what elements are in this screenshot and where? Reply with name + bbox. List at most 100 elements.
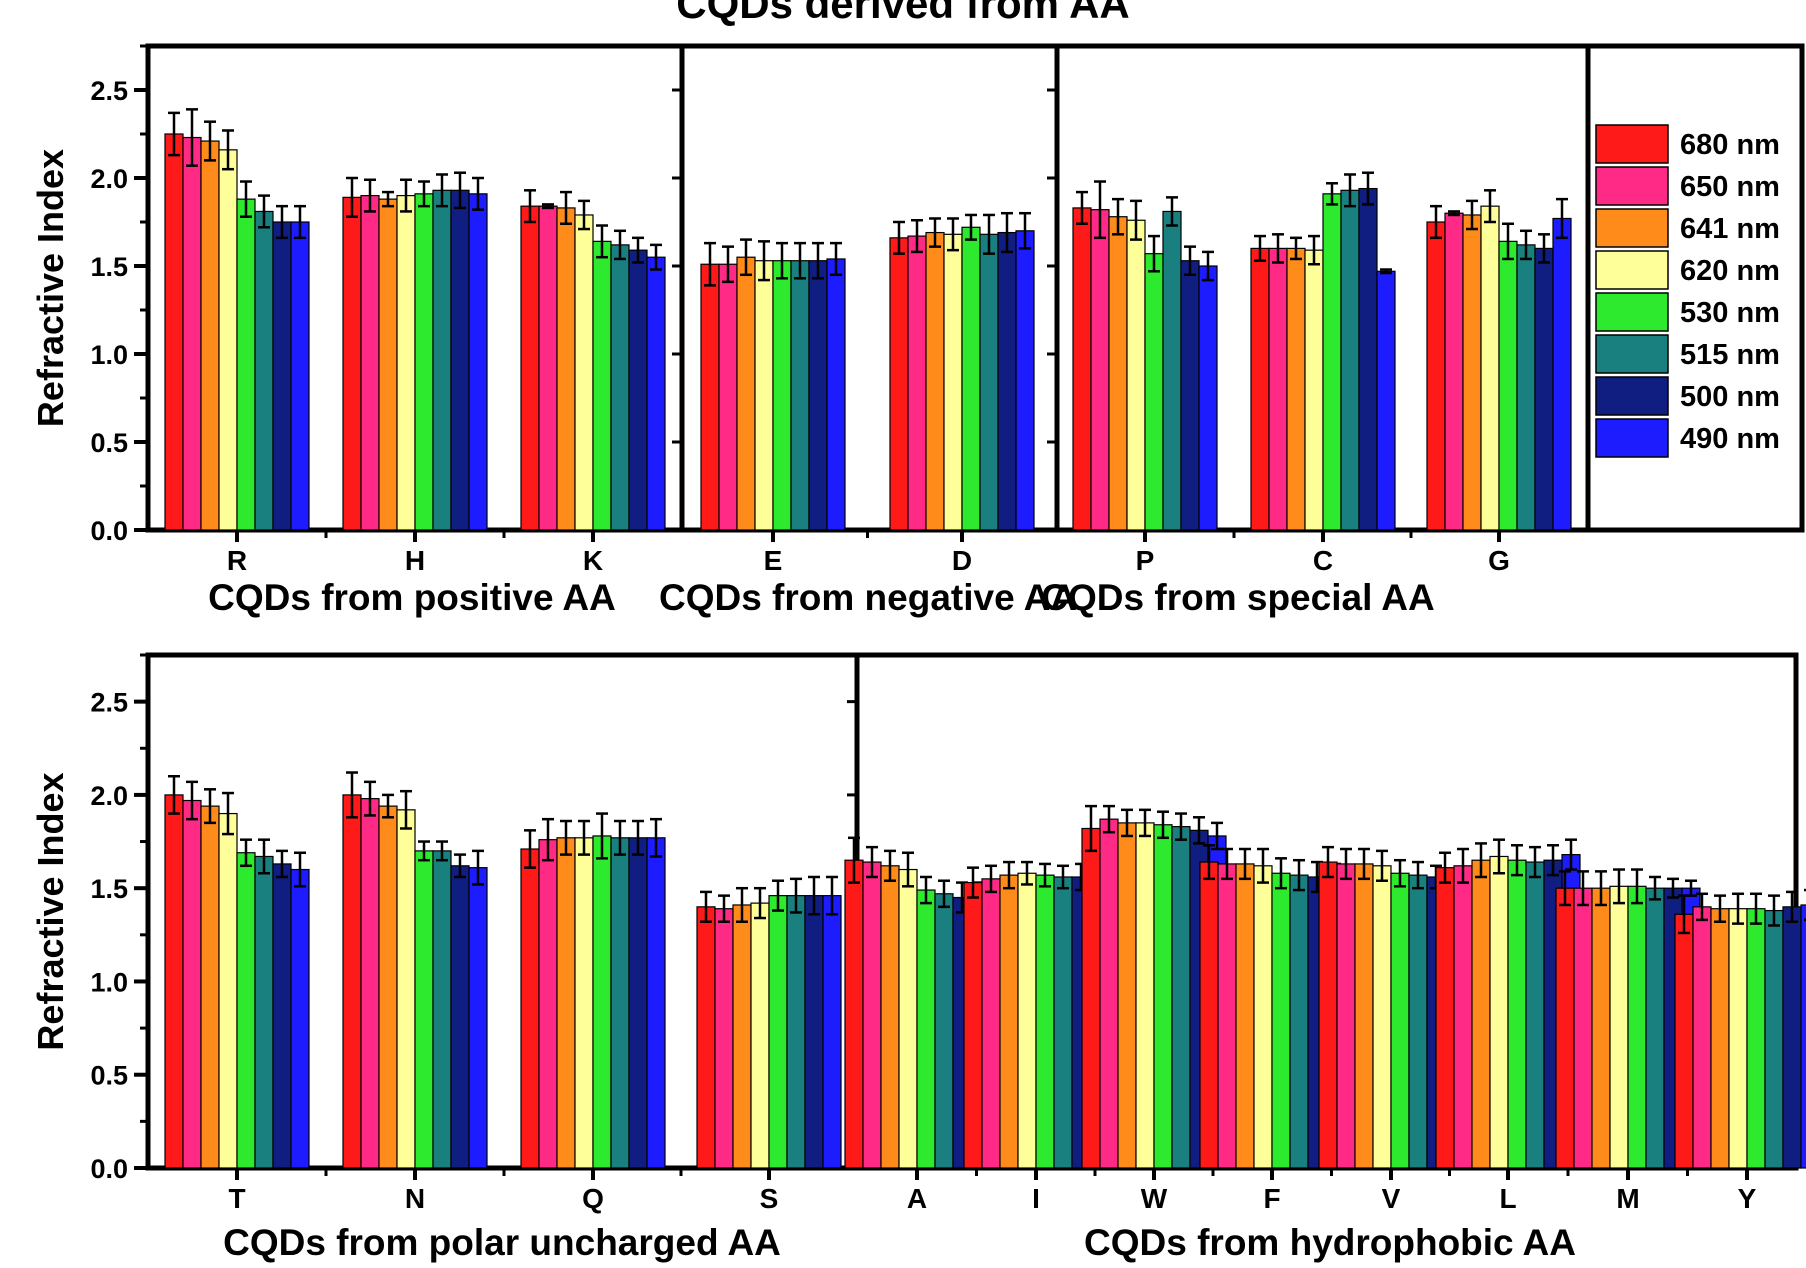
group-label: CQDs from hydrophobic AA <box>1084 1222 1576 1263</box>
x-tick-label-P: P <box>1136 545 1155 576</box>
x-tick-label-R: R <box>227 545 247 576</box>
bar-I-515nm <box>1053 876 1073 1169</box>
bar-H-620nm <box>396 195 416 531</box>
group-label: CQDs from negative AA <box>659 577 1077 618</box>
y-tick-label: 1.0 <box>90 967 128 997</box>
bar-K-650nm <box>538 205 558 531</box>
bar-S-500nm <box>804 895 824 1169</box>
bar-A-650nm <box>862 861 882 1169</box>
bar-G-530nm <box>1498 240 1518 531</box>
legend-label-500nm: 500 nm <box>1680 381 1780 413</box>
bar-E-641nm <box>736 256 756 531</box>
bar-M-641nm <box>1591 887 1611 1169</box>
bar-I-620nm <box>1017 872 1037 1169</box>
bar-H-490nm <box>468 193 488 531</box>
bar-P-641nm <box>1108 216 1128 531</box>
legend-swatch-530nm <box>1595 292 1669 332</box>
bar-C-500nm <box>1358 187 1378 531</box>
x-tick-label-V: V <box>1382 1183 1401 1214</box>
legend-swatch-620nm <box>1595 250 1669 290</box>
bar-N-490nm <box>468 867 488 1169</box>
bar-E-500nm <box>808 260 828 531</box>
y-tick-label: 2.5 <box>90 688 128 718</box>
bar-H-530nm <box>414 193 434 531</box>
bar-N-641nm <box>378 805 398 1169</box>
bar-E-490nm <box>826 258 846 531</box>
bar-L-530nm <box>1507 859 1527 1169</box>
bar-C-530nm <box>1322 193 1342 531</box>
bar-T-620nm <box>218 812 238 1169</box>
x-tick-label-T: T <box>228 1183 245 1214</box>
bar-V-641nm <box>1354 863 1374 1169</box>
legend-swatch-650nm <box>1595 166 1669 206</box>
bar-N-650nm <box>360 798 380 1169</box>
x-tick-label-N: N <box>405 1183 425 1214</box>
x-tick-label-S: S <box>760 1183 779 1214</box>
x-tick-label-Y: Y <box>1738 1183 1757 1214</box>
bar-W-680nm <box>1081 827 1101 1169</box>
bar-P-500nm <box>1180 260 1200 531</box>
bar-I-680nm <box>963 881 983 1169</box>
y-tick-label: 1.5 <box>90 252 128 282</box>
bar-P-530nm <box>1144 253 1164 531</box>
bar-E-650nm <box>718 263 738 531</box>
bar-H-650nm <box>360 195 380 531</box>
bar-S-530nm <box>768 895 788 1169</box>
bar-V-620nm <box>1372 865 1392 1169</box>
bar-M-530nm <box>1627 885 1647 1169</box>
legend-swatch-500nm <box>1595 376 1669 416</box>
bar-I-650nm <box>981 878 1001 1169</box>
bar-D-650nm <box>907 235 927 531</box>
bar-V-650nm <box>1336 863 1356 1169</box>
legend <box>1595 124 1669 458</box>
bar-Q-490nm <box>646 837 666 1169</box>
x-tick-label-I: I <box>1032 1183 1040 1214</box>
bar-T-650nm <box>182 799 202 1169</box>
y-tick-label: 1.0 <box>90 340 128 370</box>
x-tick-label-A: A <box>907 1183 927 1214</box>
bar-Q-500nm <box>628 837 648 1169</box>
bar-C-650nm <box>1268 247 1288 531</box>
bar-V-680nm <box>1318 861 1338 1169</box>
group-label: CQDs from polar uncharged AA <box>223 1222 781 1263</box>
y-axis-label: Refractive Index <box>30 772 71 1050</box>
bar-K-641nm <box>556 207 576 531</box>
bar-G-650nm <box>1444 212 1464 531</box>
bar-L-650nm <box>1453 865 1473 1169</box>
legend-label-620nm: 620 nm <box>1680 255 1780 287</box>
bar-K-680nm <box>520 205 540 531</box>
y-tick-label: 0.5 <box>90 428 128 458</box>
legend-label-641nm: 641 nm <box>1680 213 1780 245</box>
bar-R-641nm <box>200 140 220 531</box>
bar-W-530nm <box>1153 824 1173 1169</box>
bar-Q-530nm <box>592 835 612 1169</box>
bar-T-490nm <box>290 868 310 1169</box>
bar-K-490nm <box>646 256 666 531</box>
bar-D-500nm <box>997 231 1017 531</box>
bar-F-641nm <box>1235 863 1255 1169</box>
bar-E-680nm <box>700 263 720 531</box>
panel-bottom <box>134 652 1806 1180</box>
bar-D-620nm <box>943 233 963 531</box>
bar-E-620nm <box>754 260 774 531</box>
bar-Q-620nm <box>574 837 594 1169</box>
bar-Y-620nm <box>1728 908 1748 1169</box>
bar-S-620nm <box>750 902 770 1169</box>
bar-F-650nm <box>1217 863 1237 1169</box>
legend-swatch-515nm <box>1595 334 1669 374</box>
bar-R-620nm <box>218 149 238 531</box>
bar-F-515nm <box>1289 874 1309 1169</box>
bar-S-650nm <box>714 908 734 1169</box>
bar-R-500nm <box>272 221 292 531</box>
bar-P-620nm <box>1126 219 1146 531</box>
bar-V-515nm <box>1408 874 1428 1169</box>
bar-T-641nm <box>200 805 220 1169</box>
bar-Y-680nm <box>1674 913 1694 1169</box>
y-tick-label: 2.0 <box>90 781 128 811</box>
bar-E-515nm <box>790 260 810 531</box>
bar-W-515nm <box>1171 826 1191 1169</box>
bar-C-515nm <box>1340 189 1360 531</box>
x-tick-label-H: H <box>405 545 425 576</box>
bar-S-515nm <box>786 895 806 1169</box>
bar-L-515nm <box>1525 861 1545 1169</box>
